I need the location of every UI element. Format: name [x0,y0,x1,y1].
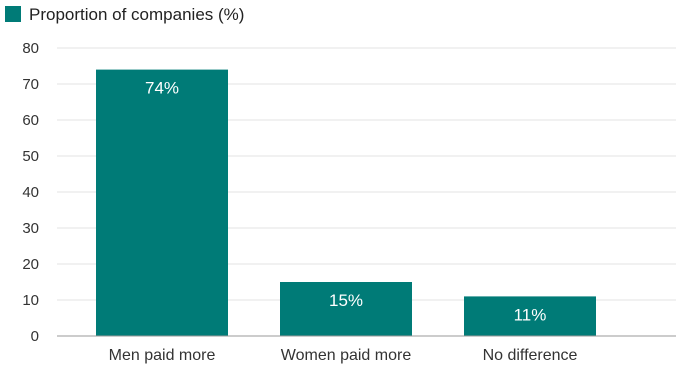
y-tick-label: 0 [31,328,39,345]
legend-swatch [5,6,21,22]
bars: 74% 15% 11% [96,69,596,336]
bar-data-label: 15% [329,291,363,310]
legend-label: Proportion of companies (%) [29,5,244,24]
x-category-label: No difference [483,347,578,364]
bar [96,69,228,336]
legend: Proportion of companies (%) [5,5,244,24]
bar [464,296,596,336]
x-axis-labels: Men paid more Women paid more No differenc… [109,347,578,364]
bar-data-label: 74% [145,79,179,98]
x-category-label: Men paid more [109,347,216,364]
y-tick-label: 40 [22,184,39,201]
bar-data-label: 11% [514,305,547,324]
y-tick-label: 10 [22,292,39,309]
y-tick-label: 20 [22,256,39,273]
y-tick-label: 50 [22,148,39,165]
y-tick-label: 30 [22,220,39,237]
y-tick-label: 60 [22,112,39,129]
x-category-label: Women paid more [281,347,412,364]
y-axis-ticks: 0 10 20 30 40 50 60 70 80 [22,40,39,345]
bar [280,282,412,336]
y-tick-label: 80 [22,40,39,57]
y-tick-label: 70 [22,76,39,93]
